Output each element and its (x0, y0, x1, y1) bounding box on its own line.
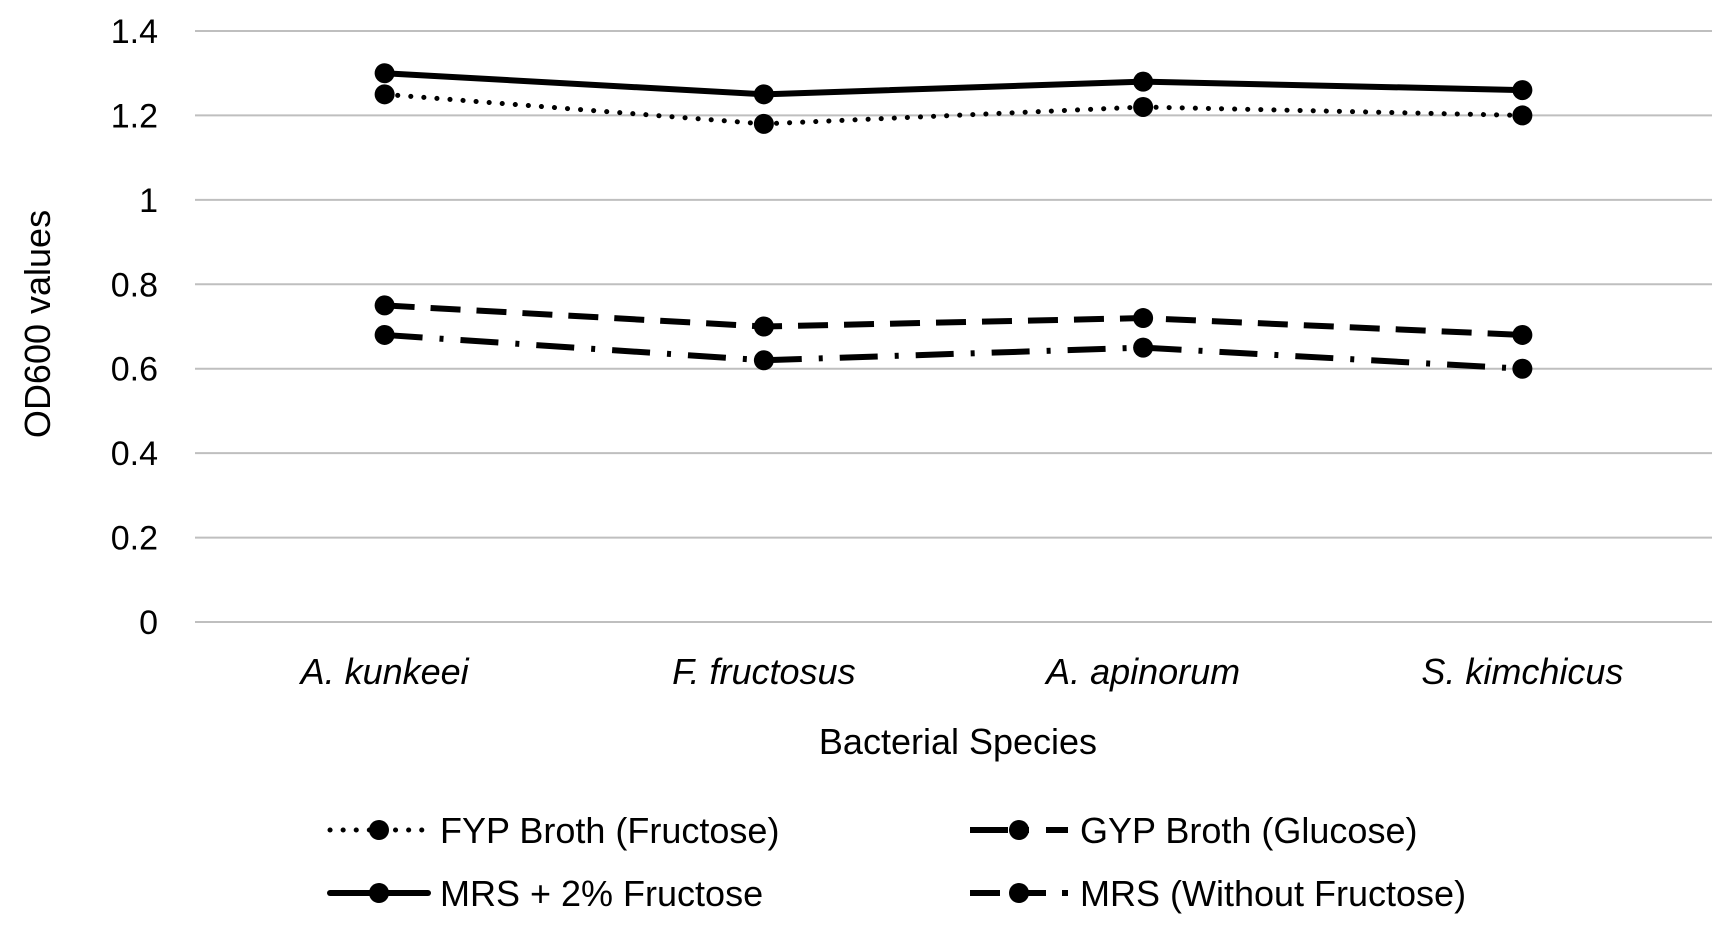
y-tick-label: 1 (139, 182, 158, 220)
data-point (753, 113, 774, 134)
y-tick-label: 0 (139, 604, 158, 642)
y-axis-title: OD600 values (17, 210, 58, 438)
data-point (1133, 96, 1154, 117)
legend-label: GYP Broth (Glucose) (1080, 810, 1417, 851)
data-point (1512, 324, 1533, 345)
series-line (384, 331, 1523, 372)
legend-item: GYP Broth (Glucose) (970, 810, 1417, 851)
data-point (1133, 308, 1154, 329)
data-point (374, 295, 395, 316)
legend-item: MRS (Without Fructose) (970, 873, 1466, 914)
y-tick-label: 0.6 (111, 351, 158, 389)
legend-label: FYP Broth (Fructose) (440, 810, 779, 851)
legend: FYP Broth (Fructose) GYP Broth (Glucose) M… (327, 810, 1466, 914)
data-point (1512, 105, 1533, 126)
data-point (753, 84, 774, 105)
series-dash-dot (374, 324, 1533, 379)
gridlines (195, 30, 1712, 623)
series-line (382, 91, 1525, 127)
series-group (374, 63, 1533, 379)
legend-swatch-marker (1009, 820, 1029, 840)
series-dotted (374, 84, 1533, 134)
data-point (1512, 80, 1533, 101)
y-tick-label: 1.2 (111, 97, 158, 135)
data-point (1133, 337, 1154, 358)
legend-swatch-marker (369, 883, 389, 903)
data-point (374, 84, 395, 105)
legend-label: MRS (Without Fructose) (1080, 873, 1466, 914)
x-category-label: F. fructosus (672, 651, 855, 692)
y-tick-label: 0.2 (111, 520, 158, 558)
x-category-label: S. kimchicus (1421, 651, 1623, 692)
series-line (381, 70, 1526, 98)
y-tick-label: 0.8 (111, 266, 158, 304)
legend-item: FYP Broth (Fructose) (327, 810, 779, 851)
y-tick-label: 0.4 (111, 435, 158, 473)
x-axis-title: Bacterial Species (819, 721, 1097, 762)
y-axis-ticks: 0 0.2 0.4 0.6 0.8 1 1.2 1.4 (111, 13, 158, 642)
data-point (374, 324, 395, 345)
data-point (753, 316, 774, 337)
data-point (753, 350, 774, 371)
series-line (384, 302, 1523, 338)
y-tick-label: 1.4 (111, 13, 158, 51)
series-solid (374, 63, 1533, 105)
x-category-label: A. kunkeei (299, 651, 470, 692)
x-category-label: A. apinorum (1044, 651, 1240, 692)
legend-item: MRS + 2% Fructose (327, 873, 763, 914)
data-point (374, 63, 395, 84)
legend-swatch-marker (369, 820, 389, 840)
data-point (1133, 71, 1154, 92)
x-axis-categories: A. kunkeei F. fructosus A. apinorum S. kimc… (299, 651, 1624, 692)
series-dashed (374, 295, 1533, 345)
legend-swatch-marker (1009, 883, 1029, 903)
legend-label: MRS + 2% Fructose (440, 873, 763, 914)
data-point (1512, 358, 1533, 379)
